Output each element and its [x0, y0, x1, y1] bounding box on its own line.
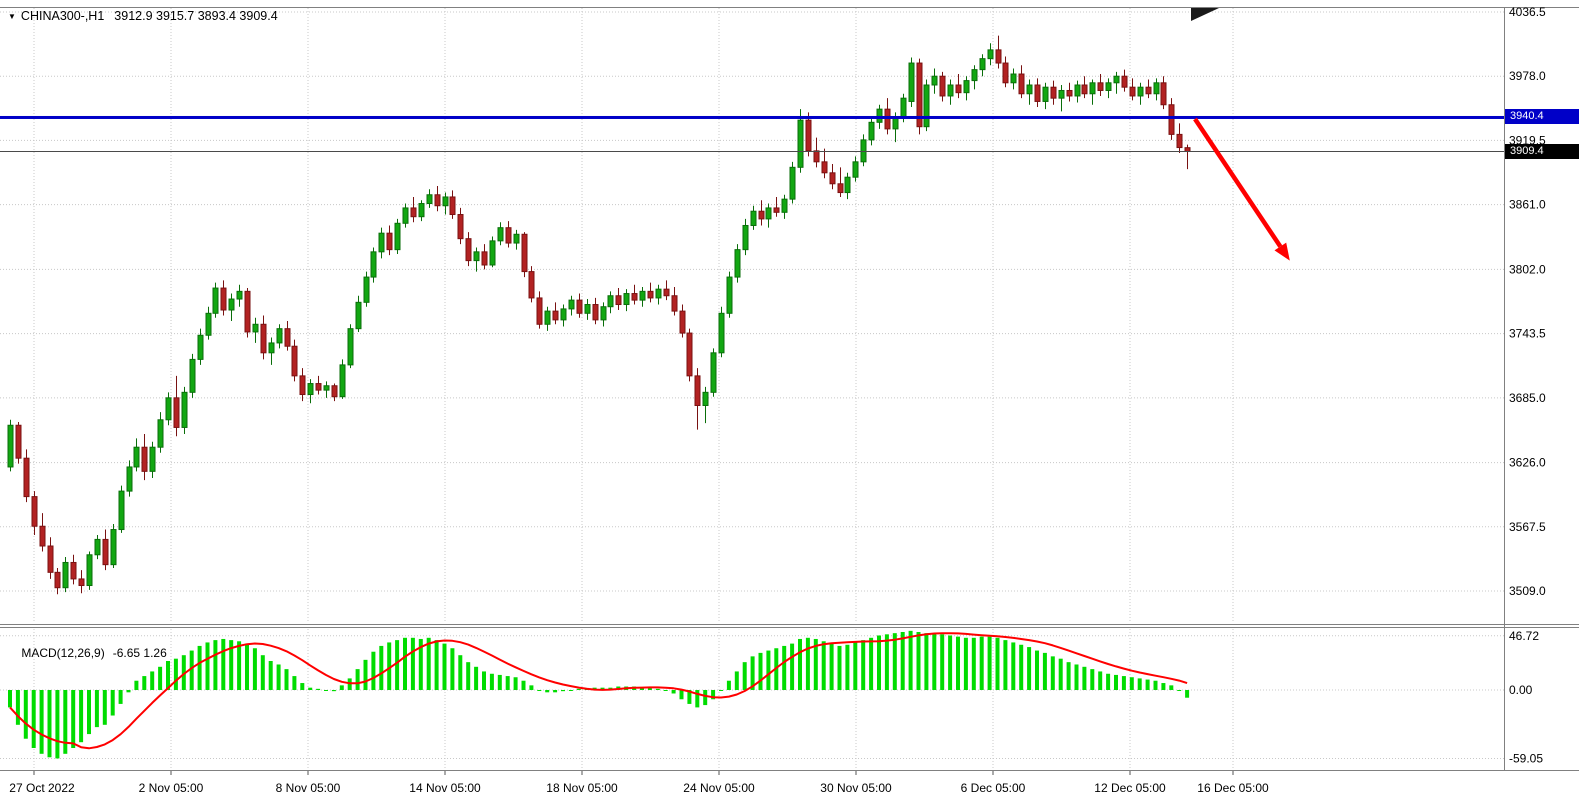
svg-text:2 Nov 05:00: 2 Nov 05:00	[139, 781, 204, 795]
macd-name: MACD(12,26,9)	[21, 646, 105, 660]
svg-text:18 Nov 05:00: 18 Nov 05:00	[546, 781, 618, 795]
svg-text:3978.0: 3978.0	[1509, 69, 1546, 83]
symbol-dropdown-icon[interactable]: ▼	[8, 11, 16, 21]
symbol-period-label: CHINA300-,H1	[20, 9, 105, 23]
svg-text:3509.0: 3509.0	[1509, 584, 1546, 598]
svg-text:27 Oct 2022: 27 Oct 2022	[9, 781, 75, 795]
svg-text:8 Nov 05:00: 8 Nov 05:00	[276, 781, 341, 795]
macd-indicator-label: MACD(12,26,9) -6.65 1.26	[8, 632, 167, 674]
svg-text:3743.5: 3743.5	[1509, 327, 1546, 341]
svg-text:-59.05: -59.05	[1509, 751, 1543, 765]
grid-lines	[0, 8, 1504, 769]
macd-values: -6.65 1.26	[112, 646, 167, 660]
ohlc-values: 3912.9 3915.7 3893.4 3909.4	[114, 9, 278, 23]
svg-text:14 Nov 05:00: 14 Nov 05:00	[409, 781, 481, 795]
trend-arrow	[1193, 117, 1290, 261]
svg-text:3685.0: 3685.0	[1509, 391, 1546, 405]
macd-axis-labels: 46.72 0.00 -59.05	[1509, 629, 1543, 766]
svg-text:0.00: 0.00	[1509, 683, 1533, 697]
panel-frame	[0, 7, 1579, 771]
macd-signal-line	[9, 632, 1188, 750]
candles	[7, 35, 1191, 595]
level-lines	[0, 115, 1504, 153]
svg-text:46.72: 46.72	[1509, 629, 1539, 643]
svg-text:3802.0: 3802.0	[1509, 262, 1546, 276]
svg-text:3567.5: 3567.5	[1509, 520, 1546, 534]
macd-histogram	[8, 630, 1190, 759]
svg-text:30 Nov 05:00: 30 Nov 05:00	[820, 781, 892, 795]
svg-text:16 Dec 05:00: 16 Dec 05:00	[1197, 781, 1269, 795]
svg-text:3861.0: 3861.0	[1509, 198, 1546, 212]
chart-shift-marker-icon	[1191, 8, 1219, 21]
price-axis-labels: 4036.53978.03919.53861.03802.03743.53685…	[1509, 5, 1546, 598]
time-axis-labels: 27 Oct 2022 2 Nov 05:00 8 Nov 05:00 14 Nov …	[9, 771, 1269, 795]
price-tag-current: 3909.4	[1505, 143, 1579, 159]
svg-text:24 Nov 05:00: 24 Nov 05:00	[683, 781, 755, 795]
svg-text:3626.0: 3626.0	[1509, 456, 1546, 470]
svg-text:6 Dec 05:00: 6 Dec 05:00	[961, 781, 1026, 795]
chart-title: ▼ CHINA300-,H1 3912.9 3915.7 3893.4 3909…	[8, 9, 278, 23]
svg-text:4036.5: 4036.5	[1509, 5, 1546, 19]
svg-text:12 Dec 05:00: 12 Dec 05:00	[1094, 781, 1166, 795]
price-tag-level: 3940.4	[1505, 109, 1579, 125]
